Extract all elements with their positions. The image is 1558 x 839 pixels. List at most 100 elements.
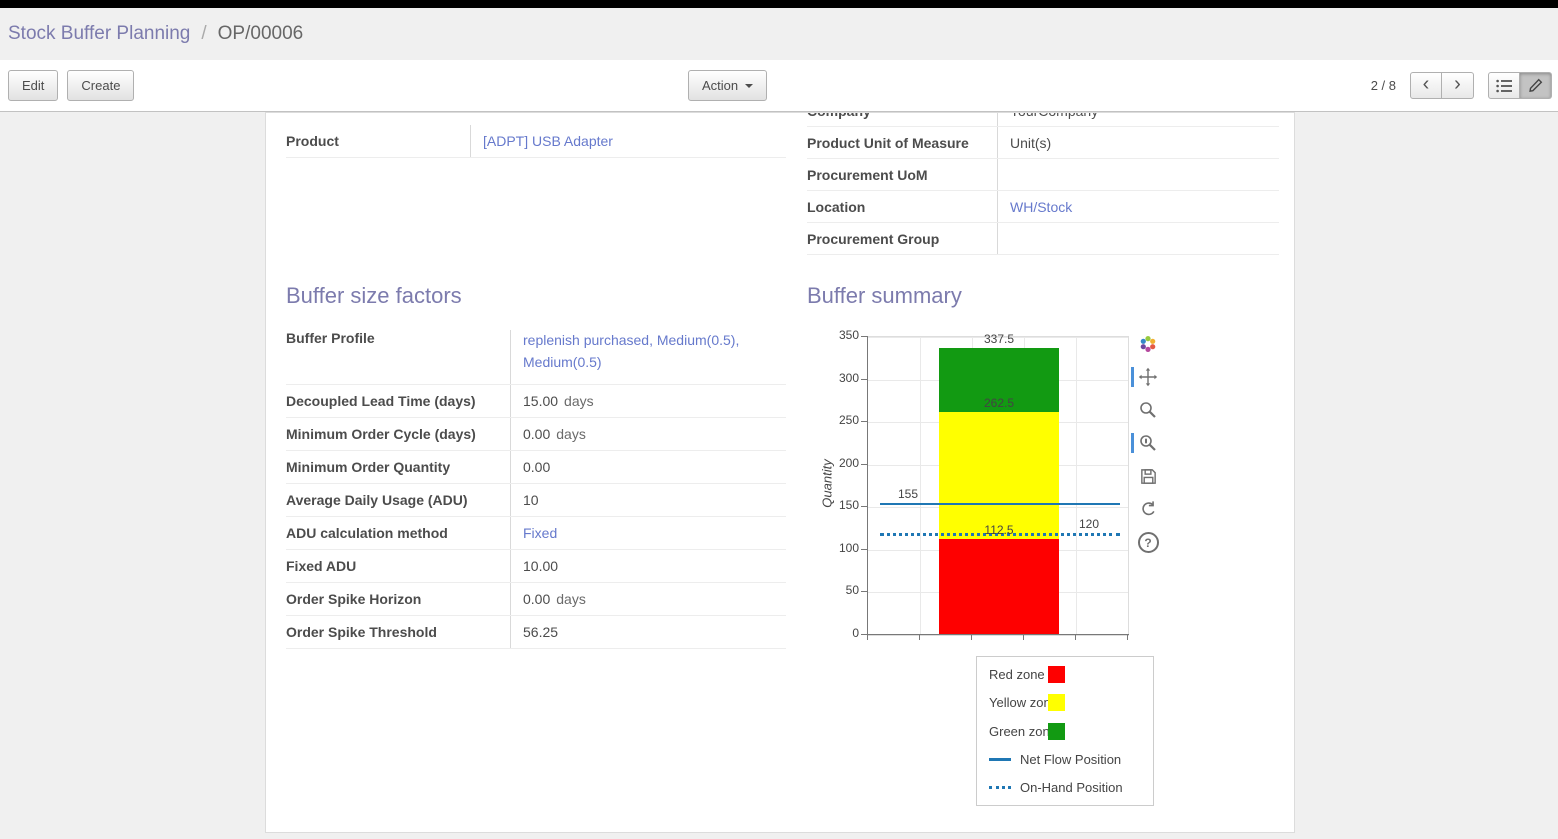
field-row-product-uom: Product Unit of Measure Unit(s) (807, 127, 1279, 159)
gridline-v (920, 337, 921, 635)
zone (939, 347, 1059, 412)
procurement-group-label: Procurement Group (807, 223, 998, 254)
ytick-label: 350 (838, 328, 859, 342)
field-row-location: Location WH/Stock (807, 191, 1279, 223)
product-value-link[interactable]: [ADPT] USB Adapter (483, 133, 613, 149)
xtick-mark (1023, 635, 1024, 640)
ytick-label: 300 (838, 370, 859, 385)
ytick-label: 250 (838, 413, 859, 428)
field-row-min-order-qty: Minimum Order Quantity 0.00 (286, 451, 786, 484)
spike-threshold-label: Order Spike Threshold (286, 616, 511, 648)
buffer-factors-table: Buffer Profile replenish purchased, Medi… (286, 325, 786, 649)
dlt-value: 15.00 days (511, 393, 786, 409)
field-row-procurement-group: Procurement Group (807, 223, 1279, 255)
control-panel: Edit Create Action 2 / 8 ‹ › (0, 60, 1558, 112)
bokeh-logo-icon[interactable] (1138, 334, 1158, 354)
dlt-suffix: days (564, 393, 594, 409)
ann: 120 (1079, 516, 1100, 531)
xtick-mark (919, 635, 920, 640)
buffer-summary-title: Buffer summary (807, 283, 962, 308)
field-row-adu: Average Daily Usage (ADU) 10 (286, 484, 786, 517)
action-dropdown-button[interactable]: Action (688, 70, 768, 101)
location-label: Location (807, 191, 998, 222)
min-order-cycle-suffix: days (556, 426, 586, 442)
ytick-mark (861, 548, 867, 550)
spike-horizon-label: Order Spike Horizon (286, 583, 511, 615)
legend-label: Green zone (989, 723, 1057, 739)
ytick-mark (861, 634, 867, 635)
save-tool-icon[interactable] (1138, 466, 1158, 486)
chart-toolbar: ? (1131, 334, 1160, 553)
product-uom-label: Product Unit of Measure (807, 127, 998, 158)
breadcrumb-separator: / (201, 23, 207, 44)
y-axis-line (867, 336, 868, 635)
hline (880, 503, 1120, 506)
ytick-mark (861, 591, 867, 593)
product-label: Product (286, 125, 471, 157)
legend-item-red-zone: Red zone (989, 666, 1141, 683)
field-row-company: Company YourCompany (807, 113, 1279, 127)
breadcrumb-parent-link[interactable]: Stock Buffer Planning (8, 23, 191, 44)
chevron-down-icon (745, 83, 754, 88)
box-zoom-tool-icon[interactable] (1138, 400, 1158, 420)
min-order-cycle-value: 0.00 days (511, 426, 786, 442)
xtick-mark (1075, 635, 1076, 640)
help-tool-icon[interactable]: ? (1137, 532, 1159, 553)
field-row-spike-horizon: Order Spike Horizon 0.00 days (286, 583, 786, 616)
ytick-label: 0 (852, 626, 859, 640)
create-button[interactable]: Create (67, 70, 135, 101)
yellow-zone-swatch (1048, 694, 1065, 712)
chart-legend: Red zone Yellow zone Green zone Net Flow… (976, 656, 1154, 806)
control-panel-right: 2 / 8 ‹ › (1371, 72, 1552, 99)
min-order-cycle-label: Minimum Order Cycle (days) (286, 418, 511, 450)
x-axis-line (867, 634, 1129, 635)
field-row-buffer-profile: Buffer Profile replenish purchased, Medi… (286, 325, 786, 385)
list-icon (1496, 79, 1512, 92)
ytick-label: 150 (838, 498, 859, 513)
edit-button[interactable]: Edit (8, 70, 59, 101)
ytick-mark (861, 421, 867, 423)
adu-label: Average Daily Usage (ADU) (286, 484, 511, 516)
next-record-button[interactable]: › (1442, 72, 1474, 99)
pager-buttons: ‹ › (1410, 72, 1474, 99)
legend-label: On-Hand Position (1020, 780, 1123, 795)
adu-value: 10 (523, 492, 539, 508)
reset-tool-icon[interactable] (1138, 499, 1158, 519)
spike-horizon-number: 0.00 (523, 591, 551, 607)
buffer-profile-value-link[interactable]: replenish purchased, Medium(0.5), Medium… (523, 332, 740, 370)
xtick-mark (867, 635, 868, 640)
gridline-v (1076, 337, 1077, 635)
list-view-button[interactable] (1488, 72, 1520, 99)
top-menu-bar (0, 0, 1558, 8)
adu-method-value-link[interactable]: Fixed (523, 525, 558, 541)
location-value-link[interactable]: WH/Stock (1010, 198, 1073, 215)
wheel-zoom-tool-icon[interactable] (1131, 433, 1158, 453)
xtick-mark (1127, 635, 1128, 640)
gridline-h (868, 337, 1128, 338)
ytick-label: 50 (845, 583, 859, 598)
field-row-dlt: Decoupled Lead Time (days) 15.00 days (286, 385, 786, 418)
legend-label: Red zone (989, 667, 1045, 682)
spike-horizon-value: 0.00 days (511, 591, 786, 607)
green-zone-swatch (1048, 722, 1065, 740)
min-order-qty-value: 0.00 (523, 459, 551, 475)
legend-item-green-zone: Green zone (989, 722, 1141, 740)
pan-tool-icon[interactable] (1131, 367, 1158, 387)
fixed-adu-label: Fixed ADU (286, 550, 511, 582)
field-row-product: Product [ADPT] USB Adapter (286, 125, 786, 158)
previous-record-button[interactable]: ‹ (1410, 72, 1442, 99)
form-edit-icon (1529, 78, 1543, 92)
field-row-spike-threshold: Order Spike Threshold 56.25 (286, 616, 786, 649)
legend-item-on-hand: On-Hand Position (989, 780, 1141, 795)
ytick-label: 100 (838, 540, 859, 555)
legend-label: Net Flow Position (1020, 751, 1122, 767)
company-value: YourCompany (998, 113, 1279, 119)
breadcrumb-current: OP/00006 (217, 23, 304, 44)
buffer-summary-chart: Quantity 337.5 262.5 112.5 155 120 (811, 326, 1191, 661)
buffer-size-factors-section: Buffer size factors Buffer Profile reple… (286, 281, 786, 649)
action-label: Action (702, 78, 739, 93)
xtick-mark (971, 635, 972, 640)
ann: 337.5 (983, 331, 1015, 346)
zone (939, 411, 1059, 540)
form-view-button[interactable] (1520, 72, 1552, 99)
